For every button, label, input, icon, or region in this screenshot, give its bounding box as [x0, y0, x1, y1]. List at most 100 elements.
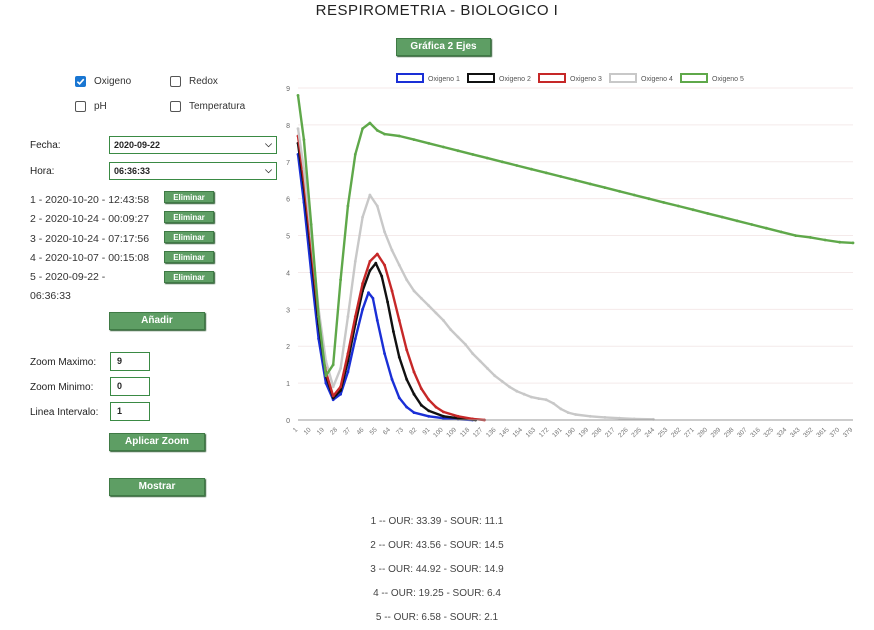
hora-label: Hora:	[30, 166, 55, 177]
zoom-max-input[interactable]: 9	[110, 352, 150, 371]
data-point	[427, 141, 431, 145]
x-tick-label: 118	[459, 426, 472, 439]
x-tick-label: 64	[382, 426, 392, 436]
legend-label: Oxigeno 4	[641, 76, 673, 83]
data-point	[442, 414, 445, 418]
data-point	[618, 416, 621, 420]
data-point	[331, 394, 335, 398]
data-point	[823, 238, 827, 242]
legend-swatch	[680, 73, 708, 83]
data-point	[427, 398, 431, 402]
data-point	[574, 178, 577, 182]
data-point	[339, 392, 342, 396]
legend-swatch	[538, 73, 566, 83]
show-button[interactable]: Mostrar	[109, 478, 205, 496]
data-point	[588, 414, 592, 418]
data-point	[632, 193, 636, 197]
x-tick-label: 55	[369, 426, 379, 436]
data-point	[302, 167, 306, 171]
list-item-continued: 06:36:33	[30, 290, 71, 302]
delete-button[interactable]: Eliminar	[164, 231, 214, 243]
data-point	[794, 234, 798, 238]
checkbox-redox[interactable]: Redox	[170, 76, 218, 87]
delete-button[interactable]: Eliminar	[164, 251, 214, 263]
data-point	[397, 134, 401, 138]
data-point	[353, 315, 357, 319]
y-tick-label: 7	[286, 160, 290, 167]
data-point	[390, 378, 394, 381]
checkbox-box	[75, 101, 86, 112]
data-point	[324, 381, 328, 385]
data-point	[559, 175, 563, 178]
data-point	[588, 182, 592, 186]
two-axis-chart-button[interactable]: Gráfica 2 Ejes	[396, 38, 491, 56]
chevron-down-icon: ⌵	[265, 139, 272, 149]
apply-zoom-button[interactable]: Aplicar Zoom	[109, 433, 205, 451]
checkbox-label: Redox	[189, 76, 218, 87]
data-point	[530, 395, 533, 399]
delete-button[interactable]: Eliminar	[164, 191, 214, 203]
x-tick-label: 109	[445, 426, 458, 439]
data-point	[779, 230, 783, 234]
data-point	[296, 94, 300, 97]
x-tick-label: 190	[564, 426, 577, 439]
x-tick-label: 19	[316, 426, 326, 436]
data-point	[530, 167, 533, 171]
chevron-down-icon: ⌵	[265, 165, 272, 175]
data-point	[383, 352, 386, 355]
data-point	[397, 319, 401, 322]
delete-button[interactable]: Eliminar	[164, 271, 214, 283]
data-point	[405, 278, 409, 282]
data-point	[353, 153, 357, 156]
x-tick-label: 235	[630, 426, 643, 439]
data-point	[442, 145, 445, 149]
checkbox-temperatura[interactable]: Temperatura	[170, 101, 245, 112]
data-point	[367, 291, 370, 295]
interval-input[interactable]: 1	[110, 402, 150, 421]
y-tick-label: 0	[286, 418, 290, 425]
list-item: 2 - 2020-10-24 - 00:09:27	[30, 213, 150, 225]
add-button[interactable]: Añadir	[109, 312, 205, 330]
data-point	[566, 411, 570, 414]
checkbox-oxigeno[interactable]: Oxigeno	[75, 76, 131, 87]
data-point	[500, 379, 504, 383]
y-tick-label: 9	[286, 86, 290, 93]
data-point	[851, 241, 855, 245]
delete-button[interactable]: Eliminar	[164, 211, 214, 223]
result-line: 1 -- OUR: 33.39 - SOUR: 11.1	[370, 516, 504, 527]
result-line: 2 -- OUR: 43.56 - SOUR: 14.5	[370, 540, 504, 551]
data-point	[405, 378, 409, 381]
data-point	[419, 296, 423, 300]
data-point	[412, 138, 416, 141]
data-point	[317, 337, 320, 341]
data-point	[478, 359, 482, 363]
x-tick-label: 172	[538, 426, 551, 439]
x-tick-label: 10	[303, 426, 313, 436]
data-point	[442, 319, 445, 322]
checkbox-ph[interactable]: pH	[75, 101, 107, 112]
data-point	[361, 127, 364, 130]
series-line	[296, 128, 654, 421]
data-point	[371, 296, 375, 300]
data-point	[618, 189, 621, 193]
fecha-label: Fecha:	[30, 140, 61, 151]
data-point	[368, 121, 372, 125]
data-point	[559, 407, 563, 411]
checkbox-label: pH	[94, 101, 107, 112]
checkbox-label: Oxigeno	[94, 76, 132, 87]
data-point	[353, 337, 357, 341]
data-point	[374, 261, 378, 265]
legend-swatch	[467, 73, 495, 83]
x-tick-label: 253	[657, 426, 670, 439]
data-point	[368, 269, 372, 272]
result-line: 3 -- OUR: 44.92 - SOUR: 14.9	[370, 564, 504, 575]
zoom-min-input[interactable]: 0	[110, 377, 150, 396]
fecha-select[interactable]: 2020-09-22 ⌵	[109, 136, 277, 154]
data-point	[339, 385, 342, 389]
x-tick-label: 343	[789, 426, 802, 439]
x-tick-label: 46	[355, 426, 365, 436]
hora-select[interactable]: 06:36:33 ⌵	[109, 162, 277, 180]
legend-label: Oxigeno 5	[712, 76, 744, 83]
data-point	[346, 352, 350, 355]
